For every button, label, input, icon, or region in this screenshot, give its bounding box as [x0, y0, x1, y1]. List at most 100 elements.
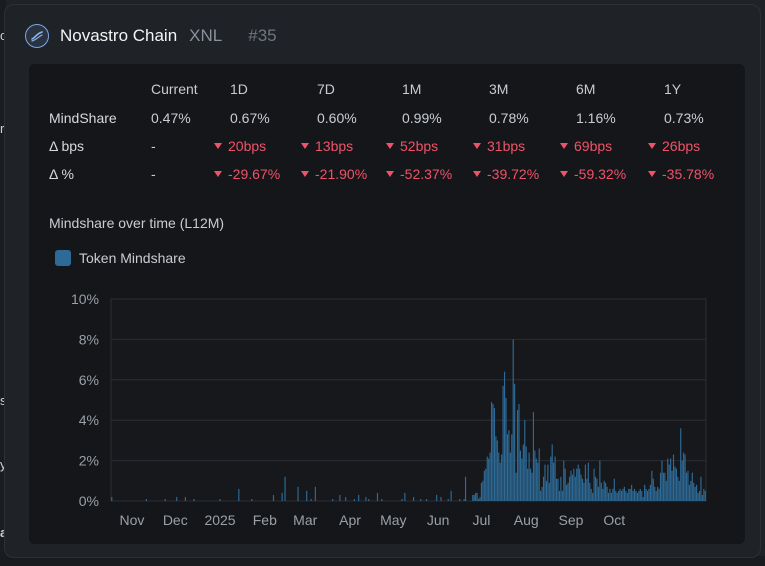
bar	[616, 492, 618, 501]
cell-value: 69bps	[574, 138, 613, 154]
y-tick-label: 0%	[79, 493, 99, 509]
bar	[496, 440, 498, 501]
bar	[632, 490, 634, 501]
background-partial-text: y	[0, 457, 6, 472]
bar	[645, 488, 647, 501]
x-tick-label: Feb	[253, 512, 277, 528]
bar	[704, 490, 706, 501]
bar	[613, 478, 615, 501]
x-tick-label: Sep	[559, 512, 584, 528]
column-header: 1Y	[664, 81, 682, 97]
bar	[164, 498, 166, 501]
bar	[664, 472, 666, 501]
value-cell: 0.67%	[230, 110, 270, 126]
background-page-bottom	[0, 556, 765, 566]
bar	[540, 490, 542, 501]
down-arrow-icon	[560, 143, 568, 149]
bar	[631, 484, 633, 501]
value-cell: 1.16%	[576, 110, 616, 126]
bar	[655, 490, 657, 501]
bar	[633, 488, 636, 501]
delta-cell: 20bps	[214, 138, 266, 154]
bar	[284, 476, 286, 501]
bar	[677, 476, 679, 501]
bar	[553, 462, 555, 501]
column-header: 6M	[576, 81, 596, 97]
bar	[644, 484, 646, 501]
bar	[619, 488, 621, 501]
column-header: 1D	[230, 81, 248, 97]
background-partial-text: c	[0, 28, 6, 43]
row-label: Δ bps	[49, 138, 85, 154]
bar	[581, 478, 584, 501]
cell-value: 0.73%	[664, 110, 704, 126]
cell-value: 0.60%	[317, 110, 357, 126]
bar	[412, 496, 415, 501]
bar	[688, 484, 690, 501]
x-tick-label: Mar	[293, 512, 317, 528]
down-arrow-icon	[560, 171, 568, 177]
table-row: Δ % - -29.67% -21.90% -52.37% -39.72% -59.32% -…	[29, 166, 745, 186]
delta-cell: -39.72%	[473, 166, 539, 182]
bar	[531, 472, 533, 501]
delta-cell: -59.32%	[560, 166, 626, 182]
bar	[111, 496, 113, 501]
x-tick-label: Oct	[603, 512, 625, 528]
bar	[548, 482, 550, 501]
bar	[701, 494, 703, 501]
bar	[440, 496, 442, 501]
column-header: 3M	[489, 81, 509, 97]
bar	[545, 480, 548, 501]
bar	[436, 494, 438, 501]
background-page-edge	[0, 0, 6, 566]
bar	[662, 472, 664, 501]
bar	[670, 458, 672, 501]
cell-value: -21.90%	[315, 166, 368, 182]
bar	[486, 456, 488, 501]
delta-cell: -35.78%	[648, 166, 714, 182]
bar	[579, 468, 581, 501]
bar	[482, 480, 484, 501]
bar	[538, 448, 540, 501]
bar	[573, 468, 575, 501]
bar	[605, 482, 607, 501]
bar	[476, 492, 478, 501]
bar	[658, 488, 660, 501]
bar	[420, 498, 422, 501]
legend-label: Token Mindshare	[79, 250, 186, 266]
cell-value: 31bps	[487, 138, 526, 154]
bar	[547, 464, 549, 501]
bar	[594, 476, 597, 501]
bar	[560, 476, 562, 501]
token-details-panel: Novastro Chain XNL #35 Current 1D 7D 1M 3M 6M…	[4, 4, 761, 558]
bar	[555, 478, 558, 501]
delta-cell: 26bps	[648, 138, 700, 154]
bar	[691, 472, 693, 501]
down-arrow-icon	[214, 143, 222, 149]
bar	[498, 452, 500, 501]
bar	[599, 460, 601, 501]
bar	[566, 484, 568, 501]
down-arrow-icon	[473, 171, 481, 177]
bar	[628, 488, 630, 501]
x-tick-label: Nov	[119, 512, 144, 528]
bar	[693, 482, 695, 501]
bar	[620, 490, 623, 501]
bar	[687, 470, 689, 501]
bar	[607, 492, 610, 501]
delta-cell: 69bps	[560, 138, 612, 154]
bar	[671, 470, 673, 501]
bar	[483, 470, 485, 501]
bar	[642, 496, 644, 501]
cell-value: 0.47%	[151, 110, 191, 126]
bar	[519, 450, 522, 501]
bar	[675, 468, 677, 501]
value-cell: -	[151, 138, 156, 154]
bar	[668, 464, 670, 501]
bar	[685, 472, 688, 501]
bar	[639, 488, 641, 501]
bar	[593, 468, 595, 501]
bar	[623, 486, 625, 501]
bar	[550, 456, 552, 501]
chart-legend[interactable]: Token Mindshare	[55, 250, 186, 266]
